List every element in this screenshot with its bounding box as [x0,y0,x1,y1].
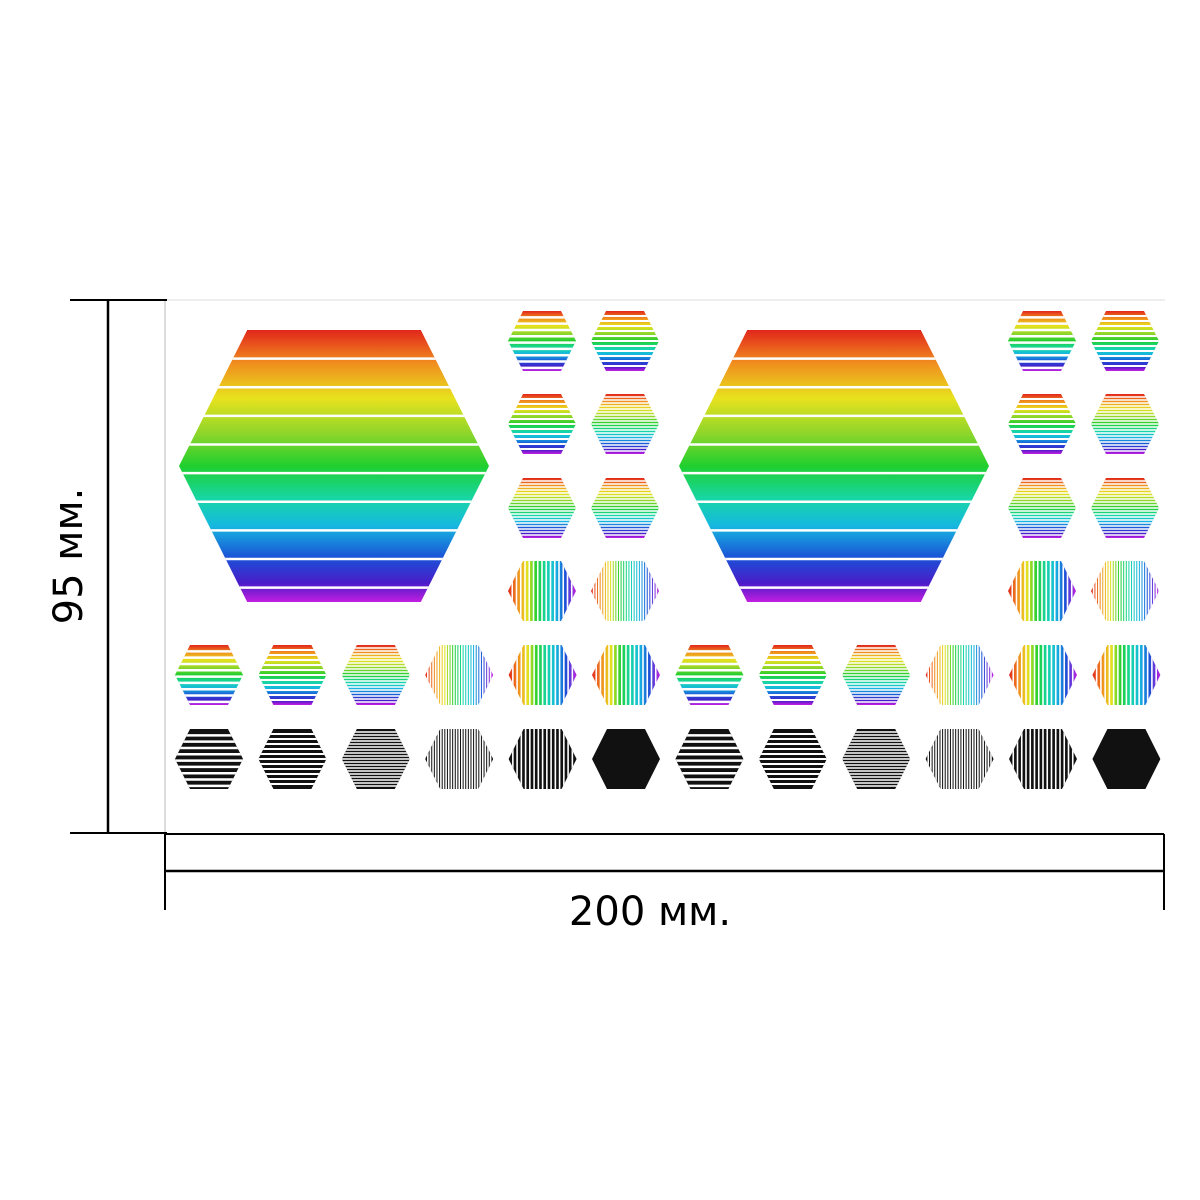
small-hexagon-block1-r4c1-stripes [511,561,573,621]
row-color-hexagon-12 [1092,645,1161,705]
small-hexagon-block2-r1c2 [1091,311,1159,371]
small-hexagon-block2-r3c1 [1008,478,1076,538]
small-hexagon-block1-r1c2 [591,311,659,371]
row-color-hexagon-11-stripes [1012,645,1074,705]
row-black-hexagon-12 [1092,729,1161,789]
small-hexagon-block1-r4c2 [591,561,659,621]
row-black-hexagon-5-stripes [512,729,574,789]
height-dimension: 95 мм. [46,299,167,834]
row-color-hexagon-7 [675,645,744,705]
row-black-hexagon-11-stripes [1012,729,1074,789]
row-black-hexagon-2 [258,729,327,789]
width-label: 200 мм. [569,889,731,935]
row-color-hexagon-1 [175,645,243,705]
row-color-hexagon-12-stripes [1095,645,1157,705]
hexagon-stickers [175,311,1161,789]
row-color-hexagon-5-stripes [512,645,574,705]
row-black-hexagon-7 [675,729,744,789]
small-hexagon-block2-r2c1-stripes [1008,398,1076,450]
row-black-hexagon-10 [925,729,994,789]
row-black-hexagon-1 [175,729,243,789]
small-hexagon-block1-r1c1 [508,311,576,371]
small-hexagon-block1-r2c2 [591,394,659,454]
small-hexagon-block1-r3c2 [591,478,659,538]
row-black-hexagon-4 [425,729,494,789]
row-black-hexagon-3 [341,729,410,789]
width-dimension: 200 мм. [164,833,1165,935]
small-hexagon-block2-r4c2 [1091,561,1159,621]
row-black-hexagon-11 [1009,729,1077,789]
row-color-hexagon-3 [341,645,410,705]
height-label: 95 мм. [46,488,92,625]
row-color-hexagon-10 [925,645,994,705]
small-hexagon-block2-r3c1-stripes [1008,480,1076,536]
row-color-hexagon-6-stripes [595,645,657,705]
large-hexagon-left [179,330,489,602]
large-hexagon-right [679,330,989,602]
row-black-hexagon-9 [842,729,911,789]
row-color-hexagon-11 [1009,645,1077,705]
row-color-hexagon-6 [592,645,660,705]
small-hexagon-block2-r4c1-stripes [1011,561,1073,621]
small-hexagon-block2-r1c2-stripes [1091,315,1159,367]
row-color-hexagon-8 [758,645,827,705]
row-black-hexagon-5 [508,729,577,789]
row-black-hexagon-6 [592,729,660,789]
row-color-hexagon-4 [425,645,494,705]
small-hexagon-block1-r3c1 [508,478,576,538]
small-hexagon-block2-r1c1 [1008,311,1076,371]
row-color-hexagon-3-stripes [341,647,410,703]
row-black-hexagon-1-stripes [175,734,243,788]
small-hexagon-block2-r2c1 [1008,394,1076,454]
row-black-hexagon-8 [758,729,827,789]
small-hexagon-block2-r4c1 [1008,561,1076,621]
small-hexagon-block2-r3c2 [1091,478,1159,538]
row-color-hexagon-9 [842,645,911,705]
row-color-hexagon-2 [258,645,327,705]
row-color-hexagon-5 [508,645,577,705]
small-hexagon-block2-r2c2 [1091,394,1159,454]
small-hexagon-block1-r2c1 [508,394,576,454]
small-hexagon-block1-r4c1 [508,561,576,621]
